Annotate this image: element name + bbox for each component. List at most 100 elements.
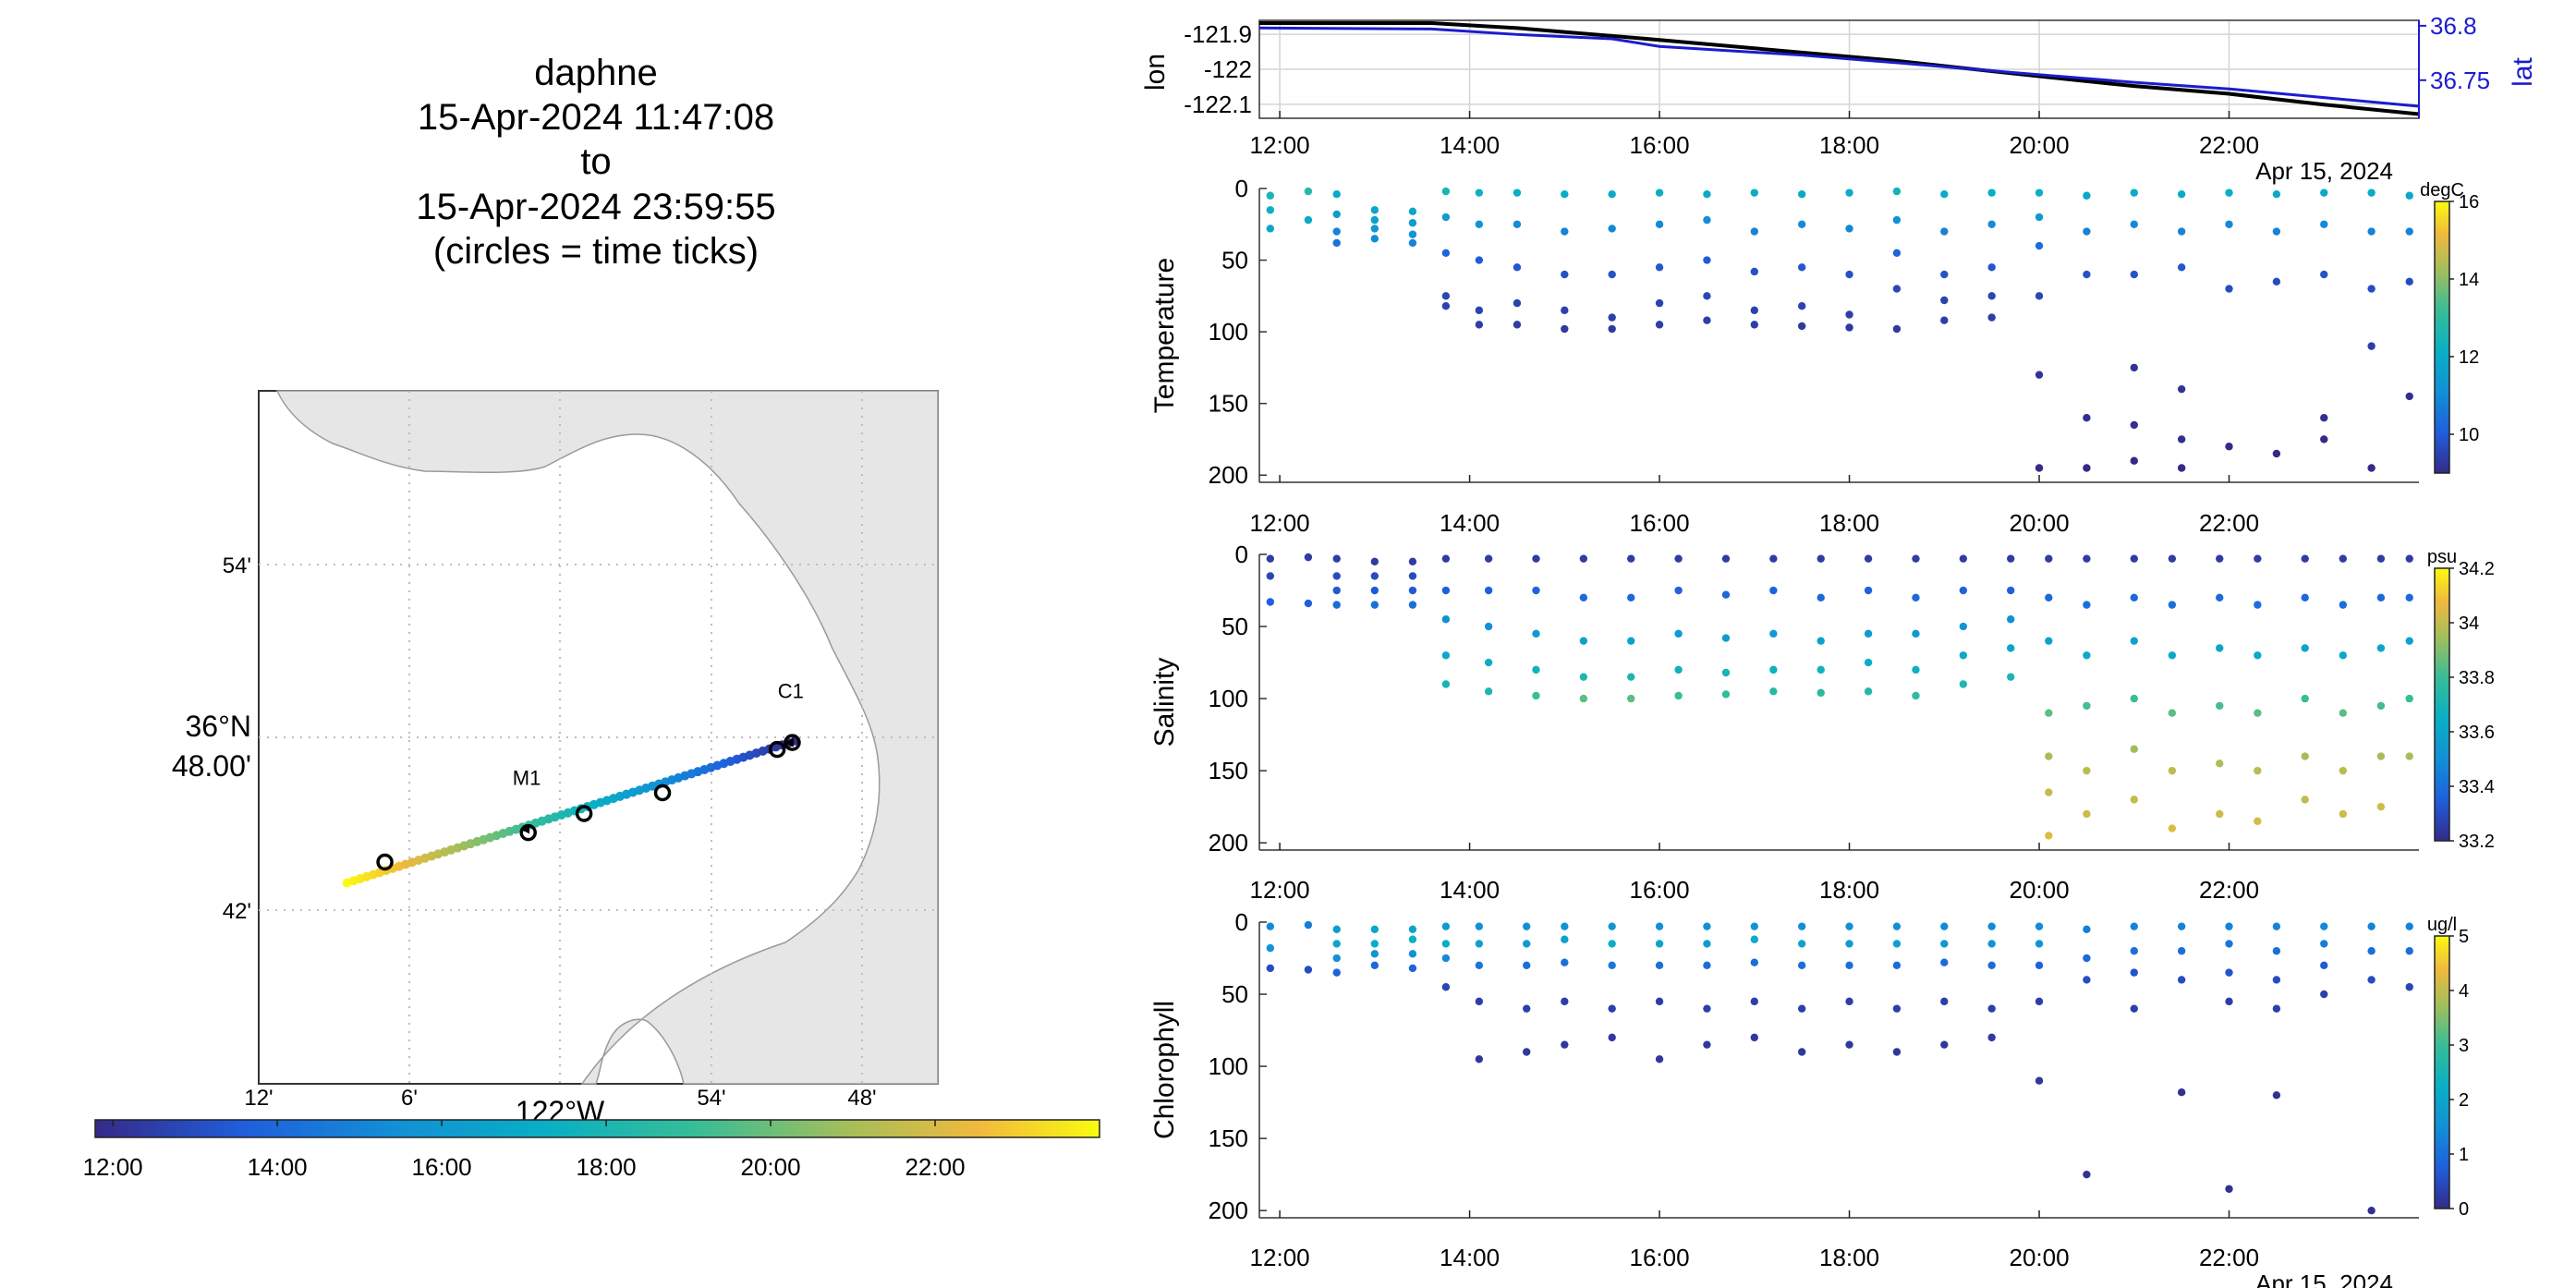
data-point [1608,1033,1616,1042]
data-point [2225,997,2233,1006]
y-tick-label: 200 [1209,829,1248,857]
data-point [2376,593,2386,602]
data-point [1845,940,1853,948]
colorbar-tick-label: 33.2 [2459,832,2495,852]
data-point [1532,665,1540,674]
data-point [1523,1004,1531,1013]
data-point [2339,554,2348,563]
data-point [2045,593,2053,602]
data-point [2272,947,2281,955]
colorbar-tick-label: 16 [2459,192,2479,213]
title-line-4: 15-Apr-2024 23:59:55 [416,187,775,227]
data-point [1332,586,1341,595]
y-tick-label: 150 [1209,757,1248,784]
data-point [2339,651,2348,660]
data-point [2007,586,2015,595]
data-point [2177,976,2186,984]
data-point [1579,554,1588,563]
data-point [1655,961,1664,970]
data-point [1797,263,1806,272]
data-point [1912,691,1920,700]
data-point [2130,420,2138,430]
data-point [2339,709,2348,717]
data-point [1864,554,1873,563]
data-point [1532,691,1540,700]
data-point [2272,1004,2281,1013]
data-point [2177,190,2186,199]
data-point [2254,601,2262,609]
data-point [2035,464,2044,472]
data-point [2177,384,2186,394]
data-point [2216,809,2224,819]
data-point [1674,586,1683,595]
data-point [2045,637,2053,645]
lon-tick-label: -122.1 [1184,91,1252,118]
data-point [2301,694,2309,703]
data-point [2301,796,2309,804]
map-lat-labels: 54' 36°N 48.00' 42' [172,553,251,924]
data-point [1627,673,1635,681]
track-map: 54' 36°N 48.00' 42' 12' 6' 122°W 54' 48'… [172,390,939,1128]
time-colorbar-bar [94,1119,1100,1138]
data-point [1655,188,1664,197]
y-tick-label: 150 [1209,390,1248,418]
data-point [2367,976,2376,984]
time-colorbar-label: 12:00 [83,1153,143,1181]
data-point [1750,306,1759,315]
data-point [2083,651,2091,660]
map-track [342,735,800,888]
data-point [1769,586,1778,595]
data-point [1408,207,1417,216]
data-point [1266,191,1275,200]
data-point [2405,191,2413,200]
data-point [1940,316,1949,324]
data-point [2376,701,2386,711]
data-point [2045,709,2053,717]
data-point [1513,298,1522,308]
data-point [1370,235,1379,243]
x-tick-label: 18:00 [1819,131,1879,159]
data-point [2168,766,2177,775]
lon-label-12: 12' [244,1086,273,1111]
data-point [2254,651,2262,660]
map-gridlines [259,391,938,1084]
data-point [1304,187,1313,196]
data-point [2405,392,2413,401]
data-point [1750,267,1759,276]
data-point [1370,925,1379,934]
data-point [2216,554,2224,563]
data-point [1655,321,1664,329]
colorbar-tick-label: 33.6 [2459,723,2495,743]
data-point [1797,220,1806,228]
data-point [1750,1033,1759,1042]
data-point [1441,954,1451,963]
data-point [2168,709,2177,717]
colorbar-tick-label: 34.2 [2459,559,2495,579]
data-point [1845,188,1853,197]
data-point [2035,922,2044,930]
data-point [2216,701,2224,711]
data-point [2320,220,2328,228]
data-point [2083,701,2091,711]
data-point [2130,270,2138,279]
data-point [1940,227,1949,236]
data-point [1441,983,1451,991]
data-point [2405,554,2413,563]
data-point [1441,302,1451,310]
data-point [1370,225,1379,233]
colorbar-tick-label: 2 [2459,1090,2469,1111]
data-point [1532,629,1540,638]
data-point [2177,947,2186,955]
data-point [1703,316,1711,324]
data-point [2405,947,2413,955]
data-point [1892,187,1902,196]
data-point [1266,943,1275,953]
x-tick-label: 22:00 [2199,876,2259,904]
data-point [2272,190,2281,199]
data-point [2320,270,2328,279]
lat-tick-label: 36.75 [2430,67,2490,94]
data-point [2083,413,2091,422]
data-point [1370,215,1379,225]
data-point [1703,1004,1711,1013]
x-tick-label: 12:00 [1250,1244,1310,1271]
